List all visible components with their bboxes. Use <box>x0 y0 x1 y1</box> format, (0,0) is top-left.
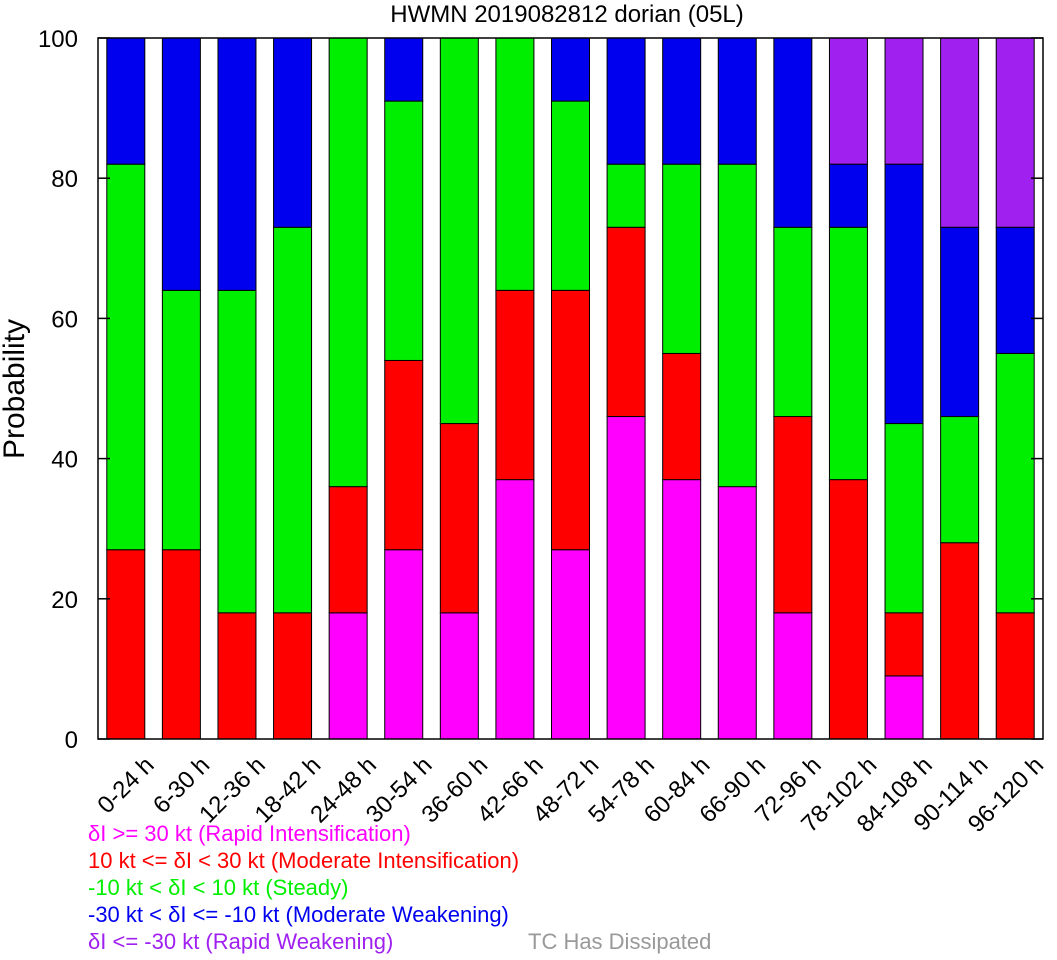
bar-segment <box>606 163 646 228</box>
y-axis-label: Probability <box>0 319 31 459</box>
bar-segment <box>940 37 980 228</box>
plot-frame <box>97 37 1044 740</box>
legend-moderate-intensification: 10 kt <= δI < 30 kt (Moderate Intensific… <box>88 848 520 873</box>
bar-segment <box>662 479 702 740</box>
chart-title: HWMN 2019082812 dorian (05L) <box>390 1 744 28</box>
bar-segment <box>884 675 924 740</box>
bar-segment <box>940 416 980 544</box>
bar-segment <box>773 416 813 614</box>
bar-segment <box>717 486 757 740</box>
bar-segment <box>606 226 646 418</box>
bar-segment <box>828 226 868 481</box>
bar-segment <box>606 416 646 740</box>
y-tick-label: 40 <box>51 447 78 474</box>
bar-segment <box>161 289 201 551</box>
bar-segment <box>662 163 702 354</box>
legend-moderate-weakening: -30 kt < δI <= -10 kt (Moderate Weakenin… <box>88 902 509 927</box>
bar-segment <box>384 549 424 740</box>
y-tick-label: 60 <box>51 306 78 333</box>
bar-segment <box>551 37 590 102</box>
legend: δI >= 30 kt (Rapid Intensification) 10 k… <box>88 820 519 955</box>
bar-segment <box>106 549 146 740</box>
bar-segment <box>161 37 201 291</box>
bar-segment <box>273 226 313 614</box>
bar-segment <box>328 37 368 488</box>
bar-segment <box>551 289 590 551</box>
bar-segment <box>662 352 702 481</box>
y-tick-label: 0 <box>65 727 78 754</box>
bar-segment <box>995 352 1035 614</box>
bar-segment <box>828 163 868 228</box>
y-tick-label: 80 <box>51 166 78 193</box>
x-tick-label: 0-24 h <box>92 752 159 819</box>
legend-tc-dissipated: TC Has Dissipated <box>528 929 712 954</box>
bar-segment <box>273 37 313 228</box>
bar-segment <box>662 37 702 165</box>
bar-segment <box>328 612 368 740</box>
legend-rapid-intensification: δI >= 30 kt (Rapid Intensification) <box>88 821 411 846</box>
bar-segment <box>773 226 813 418</box>
bar-segment <box>717 37 757 165</box>
bar-segment <box>384 359 424 551</box>
bar-segment <box>995 37 1035 228</box>
bar-segment <box>606 37 646 165</box>
bar-segment <box>106 37 146 165</box>
bar-segment <box>439 37 479 425</box>
legend-steady: -10 kt < δI < 10 kt (Steady) <box>88 875 349 900</box>
y-tick-label: 20 <box>51 587 78 614</box>
bar-segment <box>828 479 868 740</box>
bar-segment <box>439 423 479 614</box>
bar-segment <box>217 37 257 291</box>
bar-segment <box>940 226 980 418</box>
bar-segment <box>884 163 924 425</box>
bar-segment <box>161 549 201 740</box>
bars-layer <box>106 37 1035 740</box>
bar-segment <box>995 612 1035 740</box>
bar-segment <box>106 163 146 551</box>
bar-segment <box>495 479 535 740</box>
y-tick-label: 100 <box>38 26 78 53</box>
bar-segment <box>551 100 590 291</box>
bar-segment <box>828 37 868 165</box>
bar-segment <box>384 100 424 361</box>
bar-segment <box>495 289 535 481</box>
bar-segment <box>217 612 257 740</box>
bar-segment <box>773 612 813 740</box>
legend-rapid-weakening: δI <= -30 kt (Rapid Weakening) <box>88 929 394 954</box>
bar-segment <box>717 163 757 488</box>
bar-segment <box>773 37 813 228</box>
bar-segment <box>495 37 535 291</box>
bar-segment <box>328 486 368 614</box>
bar-segment <box>884 37 924 165</box>
bar-segment <box>551 549 590 740</box>
bar-segment <box>995 226 1035 354</box>
bar-segment <box>384 37 424 102</box>
bar-segment <box>439 612 479 740</box>
bar-segment <box>884 612 924 677</box>
bar-segment <box>217 289 257 614</box>
bar-segment <box>273 612 313 740</box>
bar-segment <box>940 542 980 740</box>
bar-segment <box>884 423 924 614</box>
